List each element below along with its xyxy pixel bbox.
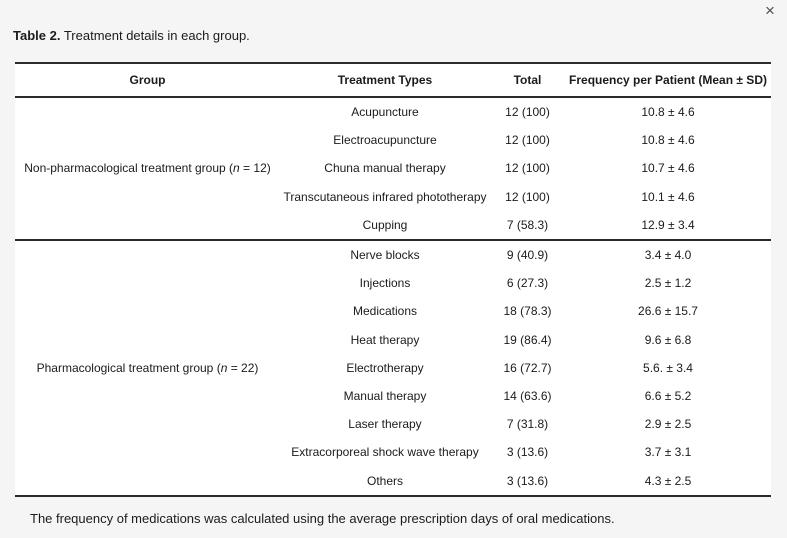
cell-frequency: 2.9 ± 2.5 xyxy=(644,417,692,432)
group-non-pharmacological: Non-pharmacological treatment group (n =… xyxy=(15,97,771,240)
cell-frequency: 12.9 ± 3.4 xyxy=(641,217,695,232)
cell-frequency: 10.1 ± 4.6 xyxy=(641,189,695,204)
cell-frequency: 26.6 ± 15.7 xyxy=(638,304,698,319)
table-title: Table 2. Treatment details in each group… xyxy=(13,28,250,43)
table-row: Medications 18 (78.3) 26.6 ± 15.7 xyxy=(15,297,771,325)
cell-total: 18 (78.3) xyxy=(503,304,552,319)
cell-total: 7 (31.8) xyxy=(506,417,549,432)
cell-treatment: Nerve blocks xyxy=(280,238,490,270)
cell-treatment: Injections xyxy=(359,276,411,291)
cell-frequency: 2.5 ± 1.2 xyxy=(644,276,692,291)
column-header-group: Group xyxy=(15,63,280,98)
cell-treatment: Extracorporeal shock wave therapy xyxy=(291,445,479,460)
cell-treatment: Medications xyxy=(352,304,418,319)
group-label-non-pharmacological: Non-pharmacological treatment group (n =… xyxy=(24,161,271,176)
cell-total: 7 (58.3) xyxy=(506,217,549,232)
cell-frequency: 6.6 ± 5.2 xyxy=(644,388,692,403)
cell-total: 12 (100) xyxy=(505,105,550,120)
cell-frequency: 5.6. ± 3.4 xyxy=(643,360,693,375)
column-header-frequency: Frequency per Patient (Mean ± SD) xyxy=(565,63,771,98)
table-row: Transcutaneous infrared phototherapy 12 … xyxy=(15,183,771,211)
cell-total: 19 (86.4) xyxy=(503,332,552,347)
cell-total: 6 (27.3) xyxy=(506,276,549,291)
close-button[interactable]: × xyxy=(759,0,781,22)
table-row: Electrotherapy 16 (72.7) 5.6. ± 3.4 xyxy=(15,354,771,382)
table-row: Pharmacological treatment group (n = 22)… xyxy=(15,238,771,496)
cell-treatment: Electrotherapy xyxy=(346,360,424,375)
table-title-label: Table 2. xyxy=(13,28,61,43)
cell-frequency: 10.8 ± 4.6 xyxy=(641,105,695,120)
cell-total: 16 (72.7) xyxy=(503,360,552,375)
cell-total: 12 (100) xyxy=(505,133,550,148)
cell-treatment: Chuna manual therapy xyxy=(324,161,446,176)
treatment-table: Group Treatment Types Total Frequency pe… xyxy=(15,62,771,497)
table-container: Group Treatment Types Total Frequency pe… xyxy=(15,62,771,497)
header-row: Group Treatment Types Total Frequency pe… xyxy=(15,63,771,98)
cell-treatment: Acupuncture xyxy=(351,105,419,120)
cell-treatment: Cupping xyxy=(362,217,408,232)
cell-treatment: Transcutaneous infrared phototherapy xyxy=(283,189,487,204)
table-row: Non-pharmacological treatment group (n =… xyxy=(15,97,771,175)
column-header-total: Total xyxy=(490,63,565,98)
cell-total: 14 (63.6) xyxy=(503,388,552,403)
table-row: Extracorporeal shock wave therapy 3 (13.… xyxy=(15,438,771,466)
close-icon: × xyxy=(765,1,775,20)
column-header-treatment-types: Treatment Types xyxy=(280,63,490,98)
table-row: Laser therapy 7 (31.8) 2.9 ± 2.5 xyxy=(15,410,771,438)
cell-treatment: Electroacupuncture xyxy=(333,133,437,148)
table-row: Injections 6 (27.3) 2.5 ± 1.2 xyxy=(15,269,771,297)
cell-treatment: Manual therapy xyxy=(343,388,427,403)
table-row: Electroacupuncture 12 (100) 10.8 ± 4.6 xyxy=(15,126,771,154)
cell-treatment: Laser therapy xyxy=(348,417,422,432)
table-row: Chuna manual therapy 12 (100) 10.7 ± 4.6 xyxy=(15,154,771,182)
cell-frequency: 10.8 ± 4.6 xyxy=(641,133,695,148)
cell-total: 9 (40.9) xyxy=(490,238,565,270)
cell-total: 3 (13.6) xyxy=(506,445,549,460)
table-row: Cupping 7 (58.3) 12.9 ± 3.4 xyxy=(15,211,771,240)
cell-treatment: Others xyxy=(366,473,403,488)
cell-frequency: 4.3 ± 2.5 xyxy=(644,473,692,488)
cell-frequency: 3.7 ± 3.1 xyxy=(644,445,692,460)
table-header: Group Treatment Types Total Frequency pe… xyxy=(15,63,771,98)
cell-frequency: 10.7 ± 4.6 xyxy=(641,161,695,176)
table-footnote: The frequency of medications was calcula… xyxy=(30,511,615,526)
table-row: Others 3 (13.6) 4.3 ± 2.5 xyxy=(15,466,771,495)
group-label-pharmacological: Pharmacological treatment group (n = 22) xyxy=(15,238,280,496)
cell-treatment: Heat therapy xyxy=(350,332,420,347)
cell-total: 12 (100) xyxy=(505,161,550,176)
table-row: Manual therapy 14 (63.6) 6.6 ± 5.2 xyxy=(15,382,771,410)
cell-total: 3 (13.6) xyxy=(506,473,549,488)
table-title-text: Treatment details in each group. xyxy=(60,28,250,43)
cell-total: 12 (100) xyxy=(505,189,550,204)
group-pharmacological: Pharmacological treatment group (n = 22)… xyxy=(15,238,771,496)
cell-frequency: 3.4 ± 4.0 xyxy=(565,238,771,270)
cell-frequency: 9.6 ± 6.8 xyxy=(644,332,692,347)
table-row: Heat therapy 19 (86.4) 9.6 ± 6.8 xyxy=(15,326,771,354)
